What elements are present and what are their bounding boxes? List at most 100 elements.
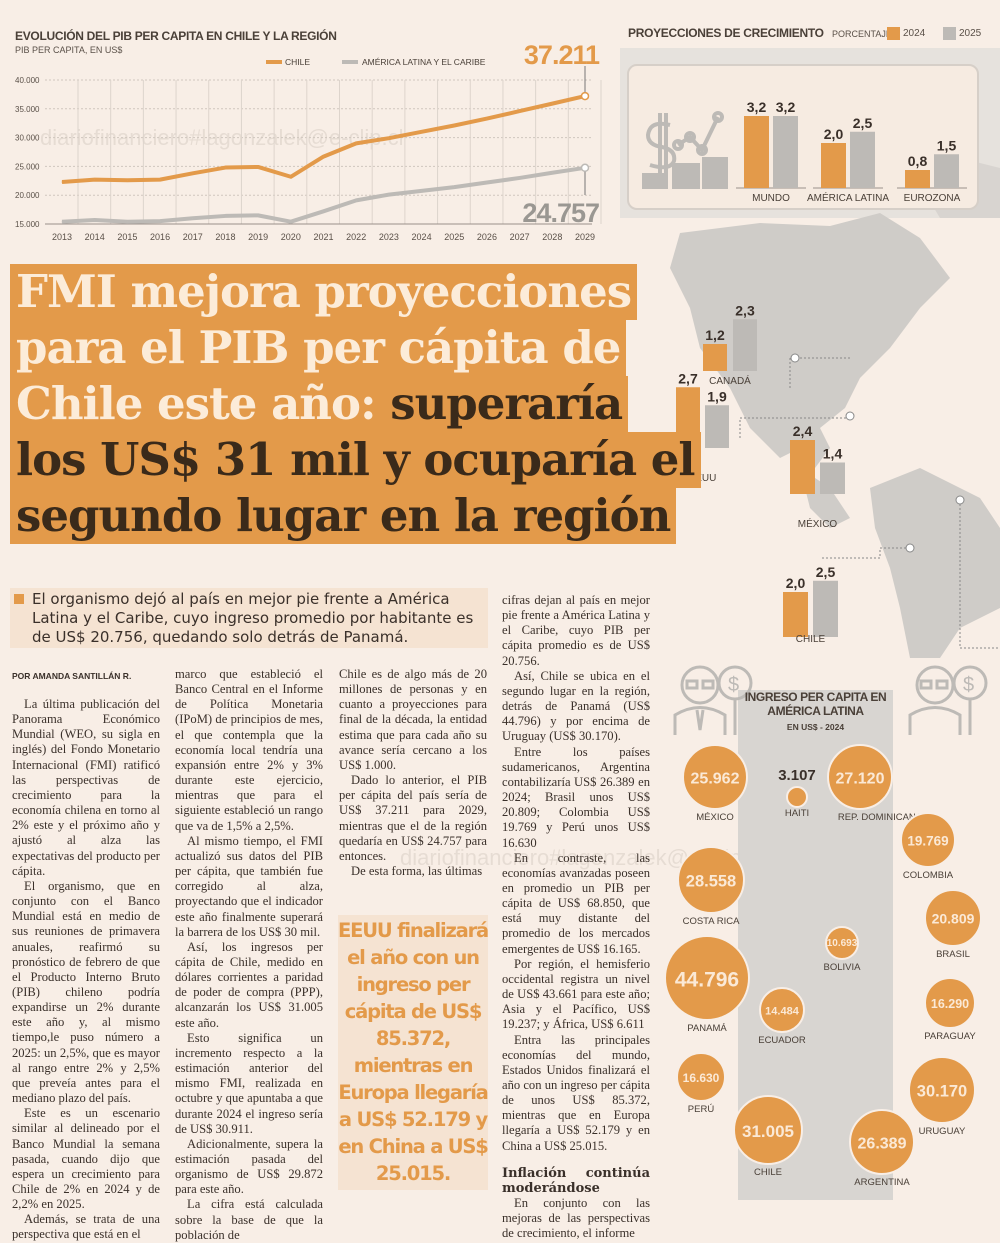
bar-2025 <box>705 405 729 448</box>
x-tick-label: 2023 <box>379 232 399 242</box>
bar-2024 <box>790 440 815 494</box>
bar-value-label: 2,5 <box>853 115 873 131</box>
bubble-country-label: PANAMÁ <box>687 1023 727 1034</box>
bar-value-label: 3,2 <box>747 99 767 115</box>
projections-title: PROYECCIONES DE CRECIMIENTO <box>628 26 824 40</box>
bar-2025 <box>733 319 757 371</box>
bar-value-label: 2,7 <box>678 370 698 386</box>
article-paragraph: marco que estableció el Banco Central en… <box>175 667 323 834</box>
bubble-country-label: BOLIVIA <box>824 962 862 973</box>
bubble-value: 3.107 <box>778 767 816 784</box>
bar-2024 <box>703 344 727 371</box>
article-paragraph: Así, Chile se ubica en el segundo lugar … <box>502 669 650 745</box>
x-tick-label: 2022 <box>346 232 366 242</box>
line-chart: 15.000 20.000 25.000 30.000 35.000 40.000 2013… <box>0 0 610 250</box>
x-tick-label: 2016 <box>150 232 170 242</box>
x-tick-label: 2026 <box>477 232 497 242</box>
article-paragraph: La última publicación del Panorama Econó… <box>12 697 160 879</box>
headline-line: Chile este año: <box>16 377 390 430</box>
bar-2024 <box>783 592 808 637</box>
y-tick-label: 30.000 <box>15 134 40 143</box>
bar-2025 <box>820 463 845 495</box>
y-tick-label: 25.000 <box>15 162 40 171</box>
bar-category-label: AMÉRICA LATINA <box>807 191 889 204</box>
headline-line: los US$ 31 mil y ocuparía el <box>10 432 701 488</box>
article-paragraph: Entra las principales economías del mund… <box>502 1033 650 1154</box>
bar-value-label: 2,0 <box>786 575 806 591</box>
article-paragraph: Adicionalmente, supera la estimación pas… <box>175 1137 323 1198</box>
article-paragraph: De esta forma, las últimas <box>339 864 487 879</box>
bar-2025 <box>850 132 875 188</box>
article-paragraph: El organismo, que en conjunto con el Ban… <box>12 879 160 1106</box>
bubble-value: 26.389 <box>858 1135 907 1152</box>
y-tick-label: 15.000 <box>15 220 40 229</box>
article-paragraph: En contraste, las economías avanzadas po… <box>502 851 650 957</box>
lead-text: El organismo dejó al país en mejor pie f… <box>32 590 473 646</box>
legend-label-latam: AMÉRICA LATINA Y EL CARIBE <box>362 57 486 67</box>
bubble-value: 28.558 <box>686 873 736 891</box>
legend-swatch-2025 <box>943 27 956 40</box>
end-value-label: 24.757 <box>522 198 599 228</box>
bubble-value: 30.170 <box>917 1083 967 1101</box>
bar-2024 <box>821 143 846 188</box>
bubble-value: 27.120 <box>836 770 885 787</box>
bubble-value: 25.962 <box>691 770 740 787</box>
bubble-country-label: ECUADOR <box>758 1035 806 1046</box>
bubble-country-label: HAITI <box>785 808 809 819</box>
bullet-square-icon <box>14 594 24 604</box>
x-tick-label: 2027 <box>510 232 530 242</box>
x-tick-label: 2029 <box>575 232 595 242</box>
bar-2025 <box>813 581 838 637</box>
article-paragraph: Esto significa un incremento respecto a … <box>175 1031 323 1137</box>
bar-value-label: 0,8 <box>908 153 928 169</box>
article-paragraph: La cifra está calculada sobre la base de… <box>175 1197 323 1242</box>
data-point <box>582 164 589 171</box>
x-tick-label: 2014 <box>85 232 105 242</box>
headline-line: para el PIB per cápita de <box>10 320 626 376</box>
x-tick-label: 2013 <box>52 232 72 242</box>
x-tick-label: 2019 <box>248 232 268 242</box>
bubble-value: 20.809 <box>932 911 975 927</box>
bubble-country-label: BRASIL <box>936 949 970 960</box>
article-subheading: Inflación continúa moderándose <box>502 1166 650 1196</box>
article-paragraph: Dado lo anterior, el PIB per cápita del … <box>339 773 487 864</box>
x-tick-label: 2020 <box>281 232 301 242</box>
y-tick-label: 40.000 <box>15 76 40 85</box>
article-paragraph: cifras dejan al país en mejor pie frente… <box>502 593 650 669</box>
article-column-2: marco que estableció el Banco Central en… <box>175 667 323 1243</box>
bar-category-label: CHILE <box>796 634 826 645</box>
x-tick-label: 2021 <box>313 232 333 242</box>
lead-summary: El organismo dejó al país en mejor pie f… <box>10 588 488 648</box>
x-tick-label: 2025 <box>444 232 464 242</box>
headline: FMI mejora proyecciones para el PIB per … <box>10 264 670 544</box>
legend-label-2025: 2025 <box>959 28 981 39</box>
x-tick-label: 2017 <box>183 232 203 242</box>
bubble-value: 14.484 <box>765 1005 800 1017</box>
byline: POR AMANDA SANTILLÁN R. <box>12 671 131 681</box>
bar-value-label: 1,5 <box>937 137 957 153</box>
projections-unit: PORCENTAJE <box>832 29 892 39</box>
x-tick-label: 2018 <box>215 232 235 242</box>
headline-line: FMI mejora proyecciones <box>10 264 637 320</box>
bar-value-label: 2,5 <box>816 564 836 580</box>
bar-category-label: MUNDO <box>752 193 790 204</box>
bar-category-label: EUROZONA <box>904 193 961 204</box>
bar-category-label: CANADÁ <box>709 374 751 387</box>
y-tick-label: 35.000 <box>15 105 40 114</box>
bubble-country-label: COSTA RICA <box>683 916 740 927</box>
bar-2025 <box>773 116 798 188</box>
article-paragraph: Chile es de algo más de 20 millones de p… <box>339 667 487 773</box>
bar-value-label: 1,2 <box>705 327 725 343</box>
bubble-country-label: CHILE <box>754 1167 782 1178</box>
y-tick-label: 20.000 <box>15 191 40 200</box>
x-tick-label: 2028 <box>542 232 562 242</box>
bubble-country-label: PERÚ <box>688 1104 715 1115</box>
bubble-country-label: PARAGUAY <box>924 1031 976 1042</box>
svg-text:$: $ <box>963 674 974 696</box>
bubble-value: 44.796 <box>675 968 739 991</box>
bar-value-label: 1,9 <box>707 388 727 404</box>
data-point <box>582 93 589 100</box>
bubble-value: 16.290 <box>931 997 969 1011</box>
bubble-country-label: URUGUAY <box>919 1126 966 1137</box>
